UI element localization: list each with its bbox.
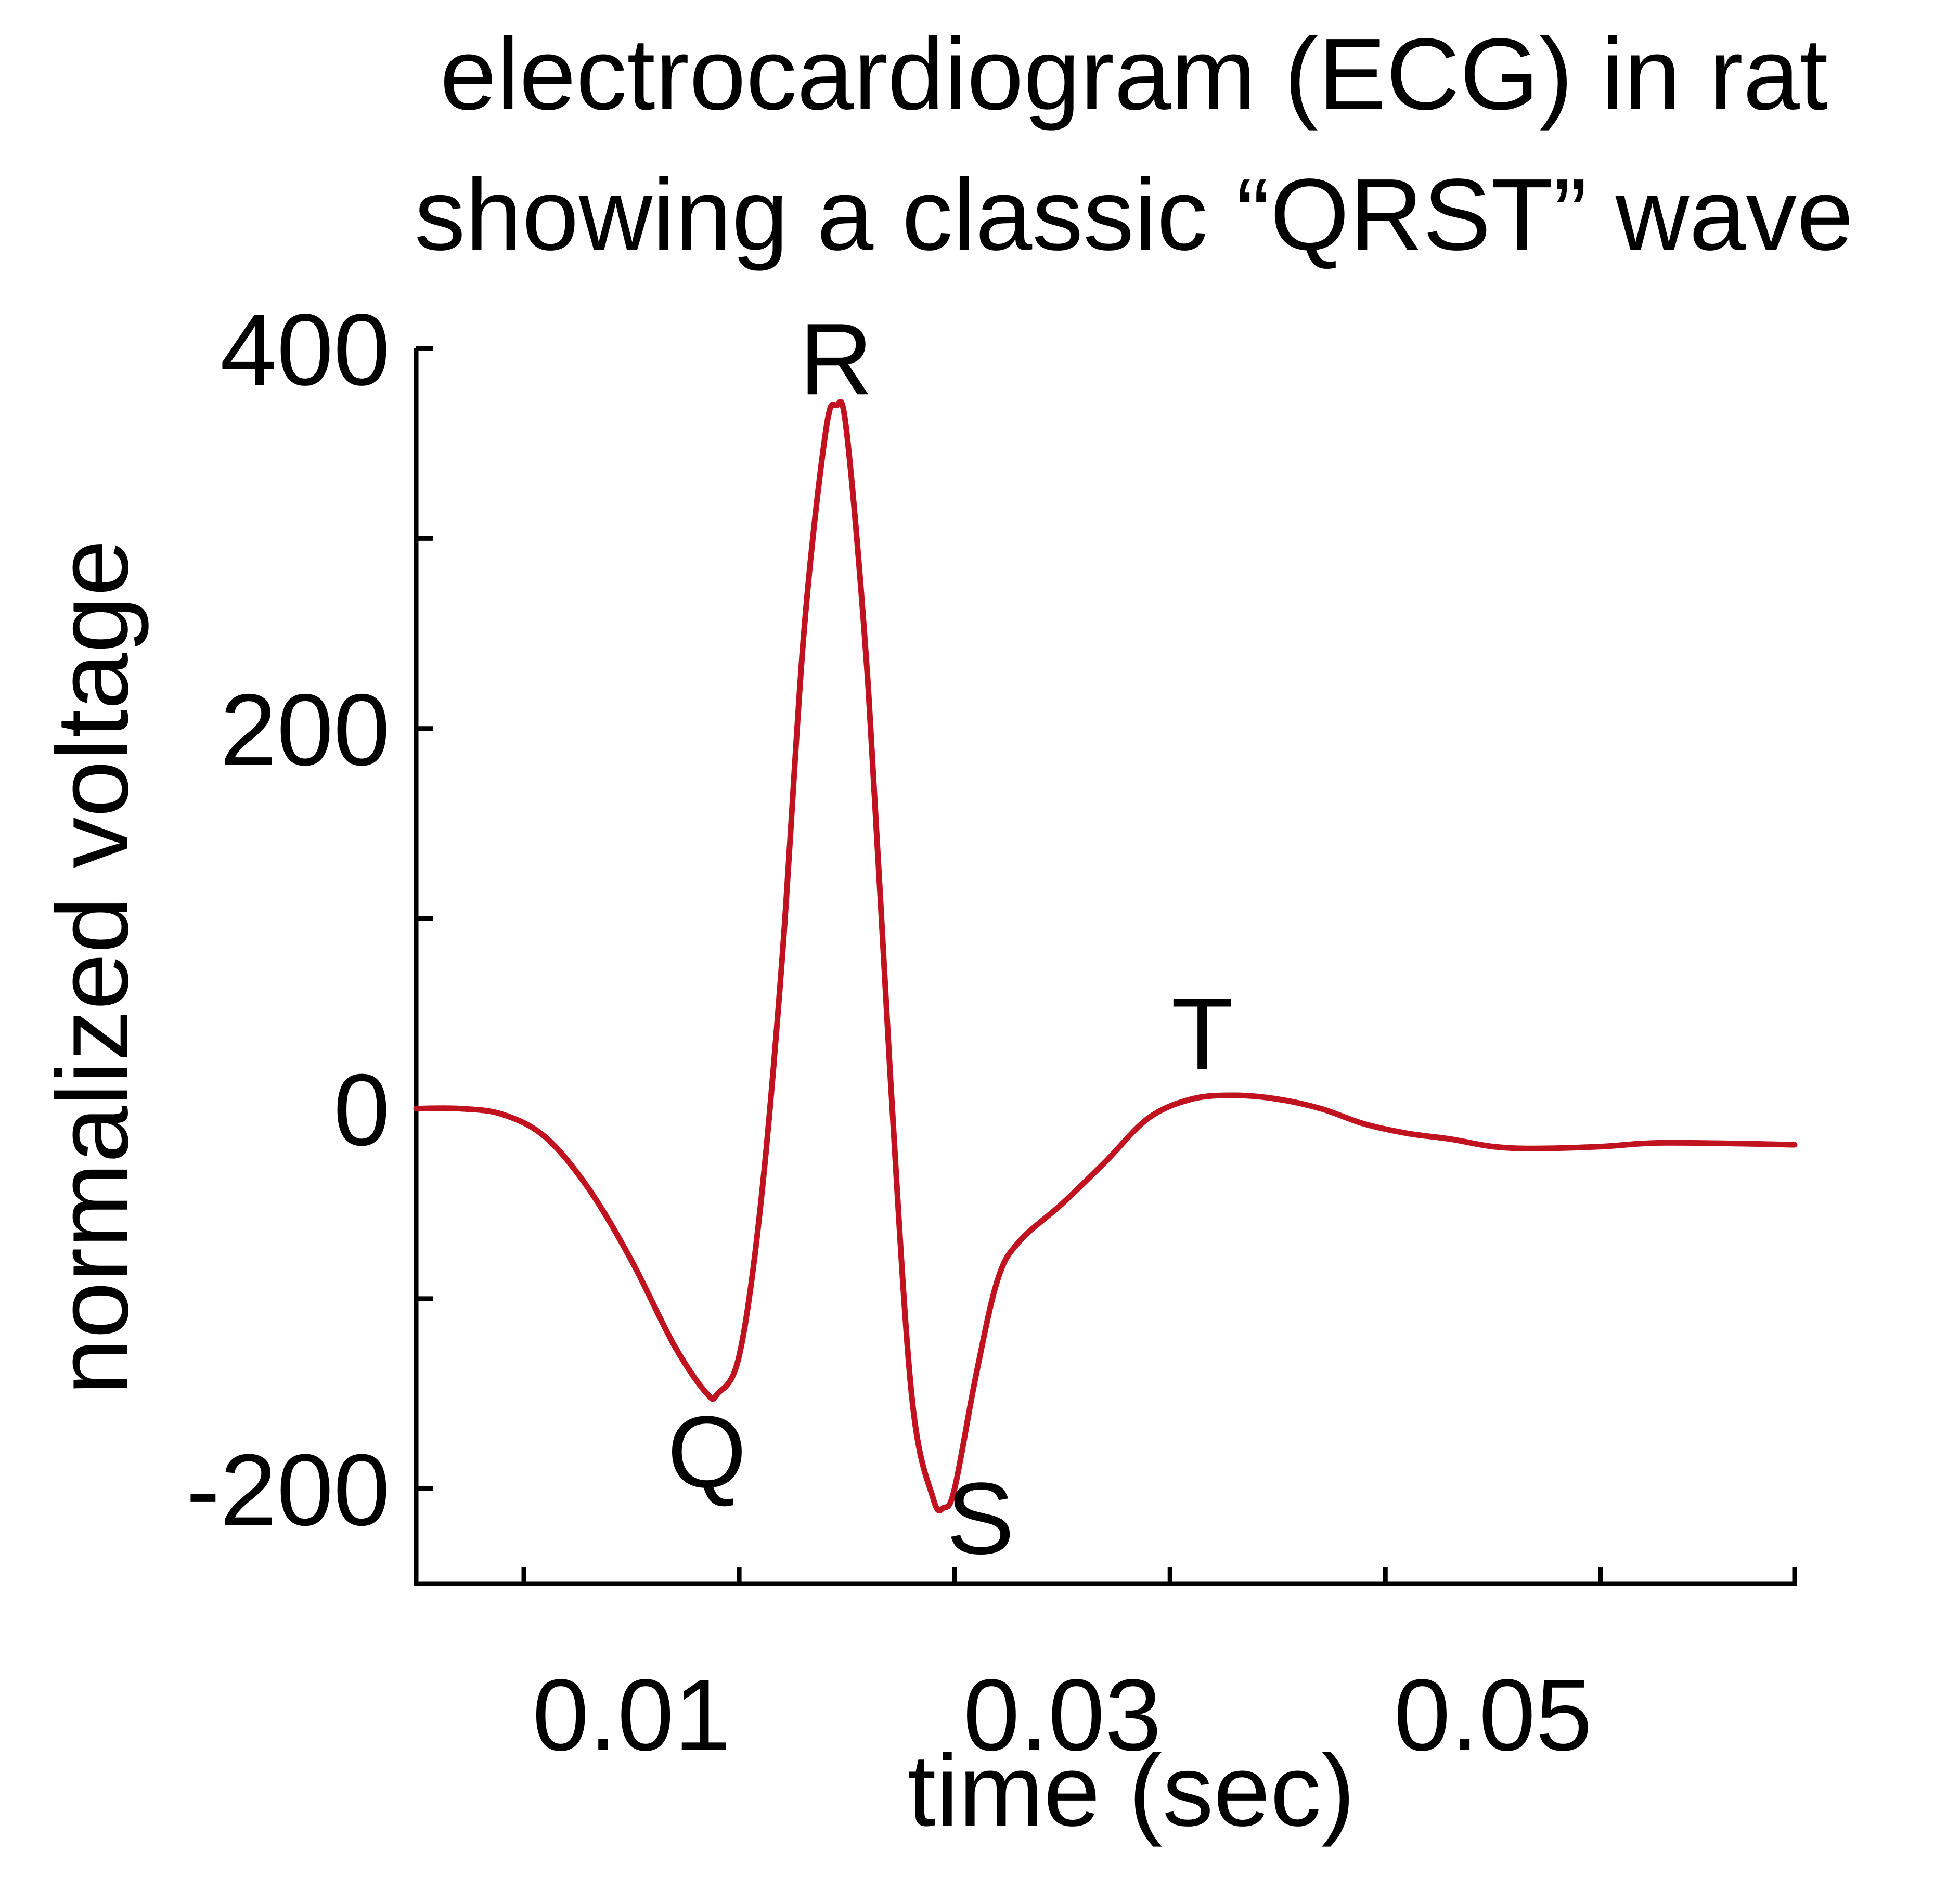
title-line-1: electrocardiogram (ECG) in rat [440,17,1828,131]
x-tick-label: 0.01 [532,1658,730,1772]
y-tick-label: 400 [220,293,390,407]
y-tick-label: 200 [220,673,390,787]
x-axis-label: time (sec) [908,1733,1355,1847]
axes [414,348,1797,1586]
x-tick-label: 0.05 [1394,1658,1592,1772]
tick-marks [416,346,1797,1584]
title-line-2: showing a classic “QRST” wave [415,158,1854,271]
y-axis-label: normalized voltage [35,539,149,1395]
wave-label-q: Q [667,1395,746,1509]
tick-labels: 400 200 0 -200 0.01 0.03 0.05 [186,293,1592,1772]
wave-annotations: R Q S T [667,302,1233,1575]
wave-label-s: S [946,1461,1014,1575]
wave-label-t: T [1171,977,1233,1091]
y-tick-label: 0 [333,1053,390,1167]
wave-label-r: R [800,302,873,416]
y-tick-label: -200 [186,1433,390,1547]
series-layer [413,398,1798,1514]
chart-title: electrocardiogram (ECG) in rat showing a… [415,17,1854,271]
ecg-trace [413,398,1798,1514]
x-tick-label: 0.03 [963,1658,1161,1772]
